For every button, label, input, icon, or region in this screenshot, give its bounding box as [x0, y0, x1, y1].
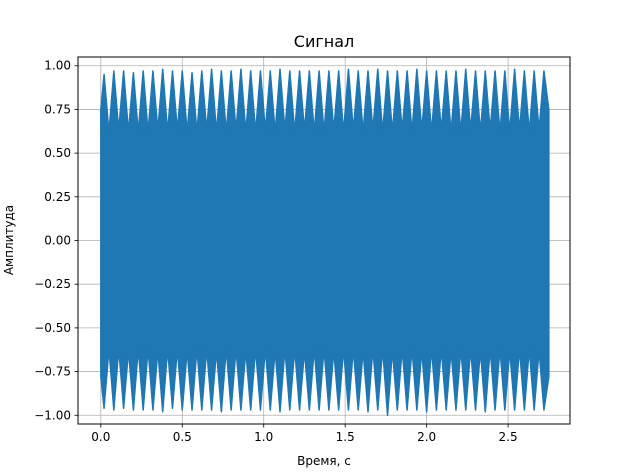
x-tick-label: 2.5 — [499, 430, 518, 444]
x-tick-label: 0.5 — [173, 430, 192, 444]
signal-series — [100, 68, 550, 417]
y-axis: 1.00 0.75 0.50 0.25 0.00 −0.25 −0.50 −0.75 −1.00 — [34, 59, 78, 422]
x-tick-label: 2.0 — [417, 430, 436, 444]
plot-area — [100, 68, 550, 417]
x-tick-label: 0.0 — [91, 430, 110, 444]
y-axis-label: Амплитуда — [2, 205, 16, 275]
chart-title: Сигнал — [294, 32, 354, 51]
y-tick-label: −0.50 — [34, 321, 71, 335]
x-axis-label: Время, с — [297, 454, 351, 468]
y-tick-label: 1.00 — [44, 59, 71, 73]
x-tick-label: 1.5 — [336, 430, 355, 444]
y-tick-label: −1.00 — [34, 408, 71, 422]
y-tick-label: −0.25 — [34, 277, 71, 291]
y-tick-label: 0.00 — [44, 234, 71, 248]
y-tick-label: 0.75 — [44, 102, 71, 116]
x-axis: 0.0 0.5 1.0 1.5 2.0 2.5 — [91, 424, 518, 444]
x-tick-label: 1.0 — [254, 430, 273, 444]
y-tick-label: 0.50 — [44, 146, 71, 160]
y-tick-label: 0.25 — [44, 190, 71, 204]
y-tick-label: −0.75 — [34, 365, 71, 379]
